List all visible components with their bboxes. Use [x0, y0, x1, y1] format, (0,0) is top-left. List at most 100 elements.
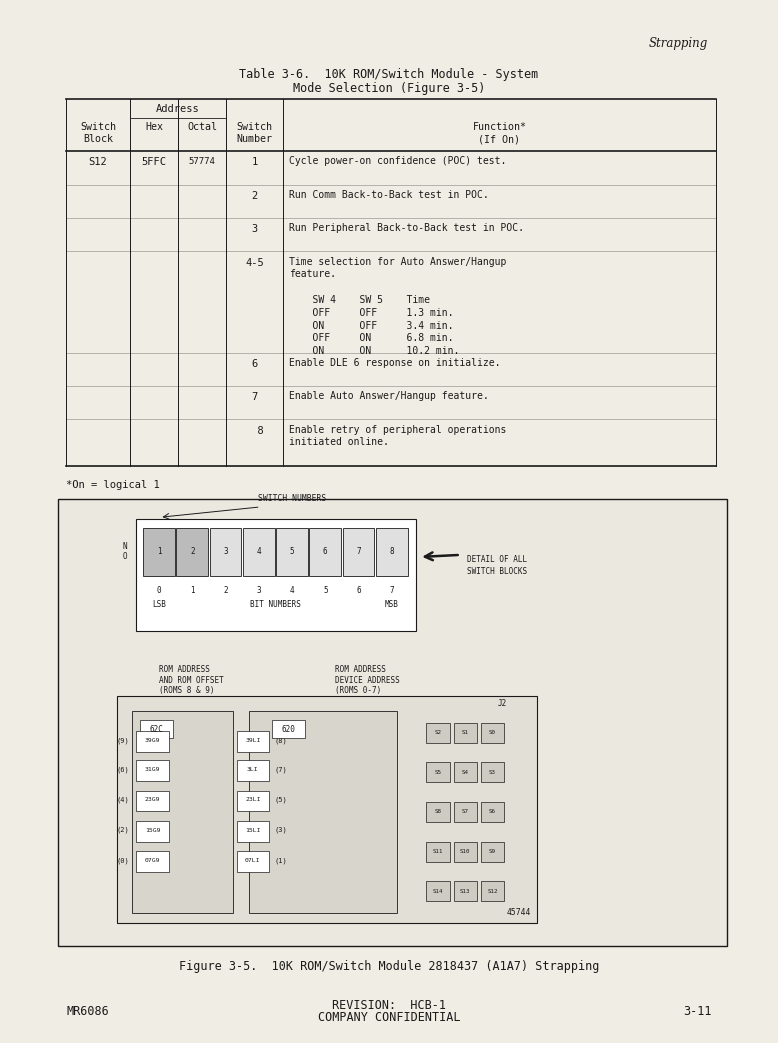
Bar [117, 696, 537, 923]
Text: 39LI: 39LI [245, 738, 261, 743]
Bar [136, 851, 169, 872]
Text: 2: 2 [190, 548, 194, 556]
Text: S6: S6 [489, 809, 496, 815]
Bar [136, 760, 169, 781]
Text: 5: 5 [323, 586, 328, 596]
Text: *On = logical 1: *On = logical 1 [66, 480, 160, 490]
Text: 3: 3 [257, 586, 261, 596]
Bar [454, 881, 477, 901]
Text: 45744: 45744 [506, 907, 531, 917]
Text: 4: 4 [289, 586, 294, 596]
Text: 3: 3 [251, 224, 258, 235]
Bar [243, 528, 275, 576]
Text: 1: 1 [156, 548, 161, 556]
Text: Run Peripheral Back-to-Back test in POC.: Run Peripheral Back-to-Back test in POC. [289, 223, 524, 234]
Text: 2: 2 [223, 586, 228, 596]
Bar [454, 762, 477, 782]
Bar [177, 528, 209, 576]
Text: S9: S9 [489, 849, 496, 854]
Text: Switch
Block: Switch Block [80, 122, 116, 144]
Bar [140, 720, 173, 738]
Text: (1): (1) [275, 857, 287, 864]
Text: Function*
(If On): Function* (If On) [472, 122, 527, 144]
Bar [132, 711, 233, 913]
Text: N
O: N O [123, 542, 128, 561]
Text: (2): (2) [117, 827, 129, 833]
Bar [237, 760, 269, 781]
Text: 8: 8 [245, 426, 265, 436]
Text: 07LI: 07LI [245, 858, 261, 863]
Bar [481, 881, 504, 901]
Text: S11: S11 [433, 849, 443, 854]
Text: (8): (8) [275, 737, 287, 744]
Text: BIT NUMBERS: BIT NUMBERS [250, 600, 301, 609]
Bar [426, 802, 450, 822]
Text: (4): (4) [117, 797, 129, 803]
Text: ROM ADDRESS: ROM ADDRESS [335, 665, 385, 675]
Text: (6): (6) [117, 767, 129, 773]
Text: S12: S12 [89, 157, 107, 168]
Bar [249, 711, 397, 913]
Text: 4: 4 [257, 548, 261, 556]
Bar [237, 851, 269, 872]
Bar [210, 528, 241, 576]
Text: (5): (5) [275, 797, 287, 803]
Bar [426, 762, 450, 782]
Text: 5: 5 [289, 548, 294, 556]
Text: 31G9: 31G9 [145, 768, 160, 772]
Text: S5: S5 [435, 770, 441, 775]
Bar [237, 731, 269, 752]
Bar [276, 528, 308, 576]
Text: (3): (3) [275, 827, 287, 833]
Bar [310, 528, 342, 576]
Text: (0): (0) [117, 857, 129, 864]
Text: S0: S0 [489, 730, 496, 735]
Text: MSB: MSB [385, 600, 399, 609]
Bar [136, 519, 416, 631]
Text: Table 3-6.  10K ROM/Switch Module - System: Table 3-6. 10K ROM/Switch Module - Syste… [240, 68, 538, 80]
Bar [58, 499, 727, 946]
Text: COMPANY CONFIDENTIAL: COMPANY CONFIDENTIAL [317, 1012, 461, 1024]
Text: SWITCH NUMBERS: SWITCH NUMBERS [258, 494, 326, 503]
Text: S2: S2 [435, 730, 441, 735]
Text: 1: 1 [251, 157, 258, 168]
Bar [237, 791, 269, 811]
Text: (9): (9) [117, 737, 129, 744]
Bar [143, 528, 175, 576]
Text: SWITCH BLOCKS: SWITCH BLOCKS [467, 567, 527, 577]
Bar [454, 802, 477, 822]
Text: J2: J2 [497, 699, 506, 708]
Bar [136, 731, 169, 752]
Text: 0: 0 [156, 586, 161, 596]
Bar [237, 821, 269, 842]
Text: Switch
Number: Switch Number [237, 122, 273, 144]
Text: 4-5: 4-5 [245, 258, 265, 268]
Text: Enable Auto Answer/Hangup feature.: Enable Auto Answer/Hangup feature. [289, 391, 489, 402]
Text: AND ROM OFFSET: AND ROM OFFSET [159, 676, 224, 685]
Bar [136, 791, 169, 811]
Bar [342, 528, 374, 576]
Text: (ROMS 8 & 9): (ROMS 8 & 9) [159, 686, 215, 696]
Bar [272, 720, 305, 738]
Text: Hex: Hex [145, 122, 163, 132]
Text: Address: Address [156, 104, 200, 115]
Text: 7: 7 [356, 548, 361, 556]
Bar [136, 821, 169, 842]
Text: DEVICE ADDRESS: DEVICE ADDRESS [335, 676, 399, 685]
Text: 5FFC: 5FFC [142, 157, 166, 168]
Bar [454, 723, 477, 743]
Text: LSB: LSB [152, 600, 166, 609]
Text: S3: S3 [489, 770, 496, 775]
Text: Cycle power-on confidence (POC) test.: Cycle power-on confidence (POC) test. [289, 156, 506, 167]
Text: Strapping: Strapping [649, 37, 708, 49]
Text: 620: 620 [282, 725, 296, 733]
Bar [481, 842, 504, 862]
Text: Enable DLE 6 response on initialize.: Enable DLE 6 response on initialize. [289, 358, 501, 368]
Text: Octal: Octal [187, 122, 217, 132]
Text: 2: 2 [251, 191, 258, 201]
Bar [481, 762, 504, 782]
Text: S12: S12 [487, 889, 498, 894]
Text: Figure 3-5.  10K ROM/Switch Module 2818437 (A1A7) Strapping: Figure 3-5. 10K ROM/Switch Module 281843… [179, 960, 599, 972]
Text: S13: S13 [460, 889, 471, 894]
Text: 57774: 57774 [189, 157, 216, 167]
